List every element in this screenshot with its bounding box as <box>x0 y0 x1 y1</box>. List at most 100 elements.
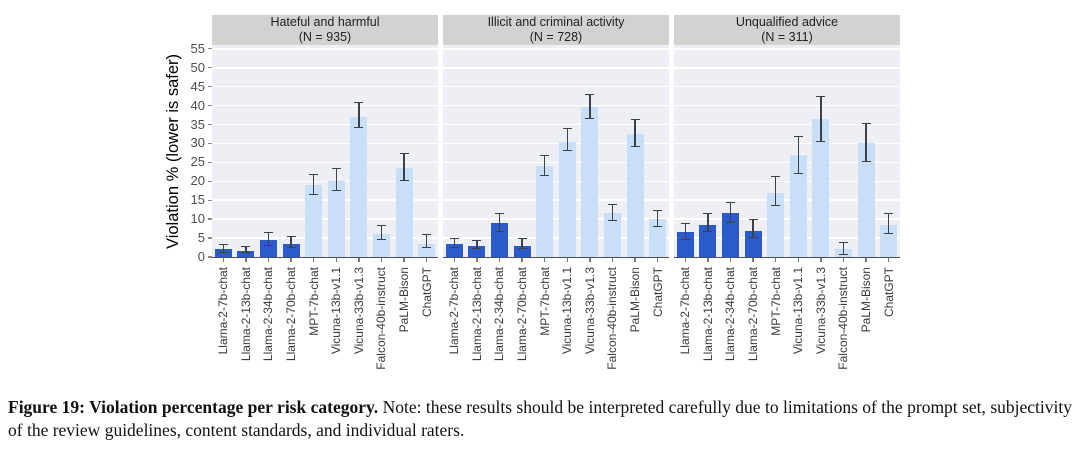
error-bar-line <box>656 210 659 226</box>
panel-title-text: Illicit and criminal activity <box>487 15 625 30</box>
error-bar-ChatGPT <box>884 213 894 235</box>
x-label-Llama-2-7b-chat: Llama-2-7b-chat <box>216 267 231 355</box>
panel-title-text: Hateful and harmful <box>270 15 380 30</box>
panel-n-count: (N = 311) <box>761 30 813 44</box>
error-bar-line <box>245 246 247 253</box>
y-tick-mark <box>208 237 212 239</box>
bar-MPT-7b-chat <box>767 192 785 257</box>
gridline <box>674 199 900 202</box>
error-bar-MPT-7b-chat <box>309 173 319 195</box>
x-axis-labels: Llama-2-7b-chat Llama-2-13b-chat Llama-2-3… <box>212 264 438 378</box>
x-label-slot: Llama-2-13b-chat <box>235 264 258 378</box>
x-label-PaLM-Bison: PaLM-Bison <box>628 267 643 333</box>
error-bar-line <box>380 225 383 239</box>
gridline <box>212 237 438 239</box>
bar-Llama-2-34b-chat <box>260 239 277 257</box>
x-tick-mark <box>267 258 270 262</box>
gridline <box>212 104 438 107</box>
y-axis-title-column: Violation % (lower is safer) <box>158 15 188 378</box>
gridline <box>674 180 900 183</box>
x-tick-mark <box>820 258 822 262</box>
x-label-Llama-2-34b-chat: Llama-2-34b-chat <box>261 267 276 362</box>
bar-Llama-2-13b-chat <box>468 245 486 257</box>
y-tick-mark <box>208 67 212 69</box>
x-label-slot: MPT-7b-chat <box>533 264 556 378</box>
gridline <box>443 142 669 145</box>
x-tick-mark <box>657 258 659 262</box>
bar-Vicuna-13b-v1.1 <box>558 141 576 257</box>
error-bar-ChatGPT <box>653 209 663 227</box>
x-label-Vicuna-13b-v1.1: Vicuna-13b-v1.1 <box>560 267 575 355</box>
error-bar-Llama-2-7b-chat <box>218 243 228 254</box>
panel-n-count: (N = 935) <box>298 30 352 44</box>
error-bar-Vicuna-33b-v1.3 <box>354 101 364 129</box>
panel-title: Illicit and criminal activity (N = 728) <box>443 15 669 45</box>
x-tick-mark <box>290 258 292 262</box>
y-axis-title: Violation % (lower is safer) <box>163 53 182 249</box>
caption-note: Note: these results should be interprete… <box>8 397 1072 440</box>
x-tick-mark <box>888 258 890 262</box>
gridline <box>443 199 669 202</box>
gridline <box>443 218 669 220</box>
error-bar-Llama-2-7b-chat <box>449 237 459 248</box>
gridline <box>674 48 900 50</box>
error-bar-line <box>729 203 732 222</box>
panel-title-text: Unqualified advice <box>735 15 839 30</box>
x-label-slot: Vicuna-13b-v1.1 <box>787 264 810 378</box>
gridline <box>212 142 438 145</box>
bar-PaLM-Bison <box>395 168 413 257</box>
error-bar-MPT-7b-chat <box>540 154 550 176</box>
error-bar-Llama-2-70b-chat <box>286 236 296 248</box>
x-tick-mark <box>865 258 867 262</box>
panel-title: Unqualified advice (N = 311) <box>674 15 900 45</box>
error-bar-PaLM-Bison <box>630 118 640 148</box>
gridline <box>212 161 438 164</box>
gridline <box>443 104 669 107</box>
panel-title: Hateful and harmful (N = 935) <box>212 15 438 45</box>
bar-MPT-7b-chat <box>536 166 554 257</box>
y-tick-mark <box>208 218 212 220</box>
gridline <box>443 180 669 183</box>
panel-3: Unqualified advice (N = 311) Llama-2-7b-ch… <box>674 15 900 378</box>
bar-Vicuna-13b-v1.1 <box>327 181 345 257</box>
error-bar-line <box>752 220 754 238</box>
error-bar-line <box>634 119 636 147</box>
y-tick-mark <box>208 199 212 201</box>
y-tick-label-0: 0 <box>197 249 205 264</box>
x-tick-mark <box>752 258 754 262</box>
x-label-slot: Llama-2-7b-chat <box>674 264 697 378</box>
error-bar-line <box>290 237 292 247</box>
x-tick-mark <box>684 258 686 262</box>
error-bar-Llama-2-70b-chat <box>517 237 527 250</box>
error-bar-line <box>797 136 800 173</box>
x-label-MPT-7b-chat: MPT-7b-chat <box>768 267 783 336</box>
bar-Vicuna-33b-v1.3 <box>350 116 368 257</box>
y-tick-mark <box>208 180 212 182</box>
x-label-slot: MPT-7b-chat <box>302 264 325 378</box>
gridline <box>443 48 669 50</box>
x-label-Vicuna-33b-v1.3: Vicuna-33b-v1.3 <box>582 267 597 355</box>
error-bar-line <box>335 168 338 190</box>
error-bar-line <box>887 214 890 234</box>
error-bar-line <box>611 204 614 221</box>
x-label-ChatGPT: ChatGPT <box>881 267 896 318</box>
gridline <box>674 218 900 220</box>
error-bar-Llama-2-13b-chat <box>241 245 251 254</box>
x-label-MPT-7b-chat: MPT-7b-chat <box>537 267 552 336</box>
x-label-PaLM-Bison: PaLM-Bison <box>397 267 412 333</box>
error-bar-Llama-2-34b-chat <box>495 213 504 233</box>
y-tick-mark <box>208 48 212 50</box>
x-label-Vicuna-13b-v1.1: Vicuna-13b-v1.1 <box>329 267 344 355</box>
error-bar-Vicuna-33b-v1.3 <box>816 96 826 142</box>
gridline <box>443 161 669 164</box>
panel-2: Illicit and criminal activity (N = 728) Ll… <box>443 15 669 378</box>
y-tick-mark <box>208 123 212 126</box>
x-label-slot: Llama-2-13b-chat <box>697 264 720 378</box>
x-label-slot: Vicuna-13b-v1.1 <box>556 264 579 378</box>
gridline <box>674 85 900 88</box>
x-label-slot: Vicuna-33b-v1.3 <box>348 264 371 378</box>
error-bar-line <box>358 102 360 128</box>
bar-Llama-2-7b-chat <box>676 232 694 257</box>
x-axis-ticks <box>212 258 438 264</box>
